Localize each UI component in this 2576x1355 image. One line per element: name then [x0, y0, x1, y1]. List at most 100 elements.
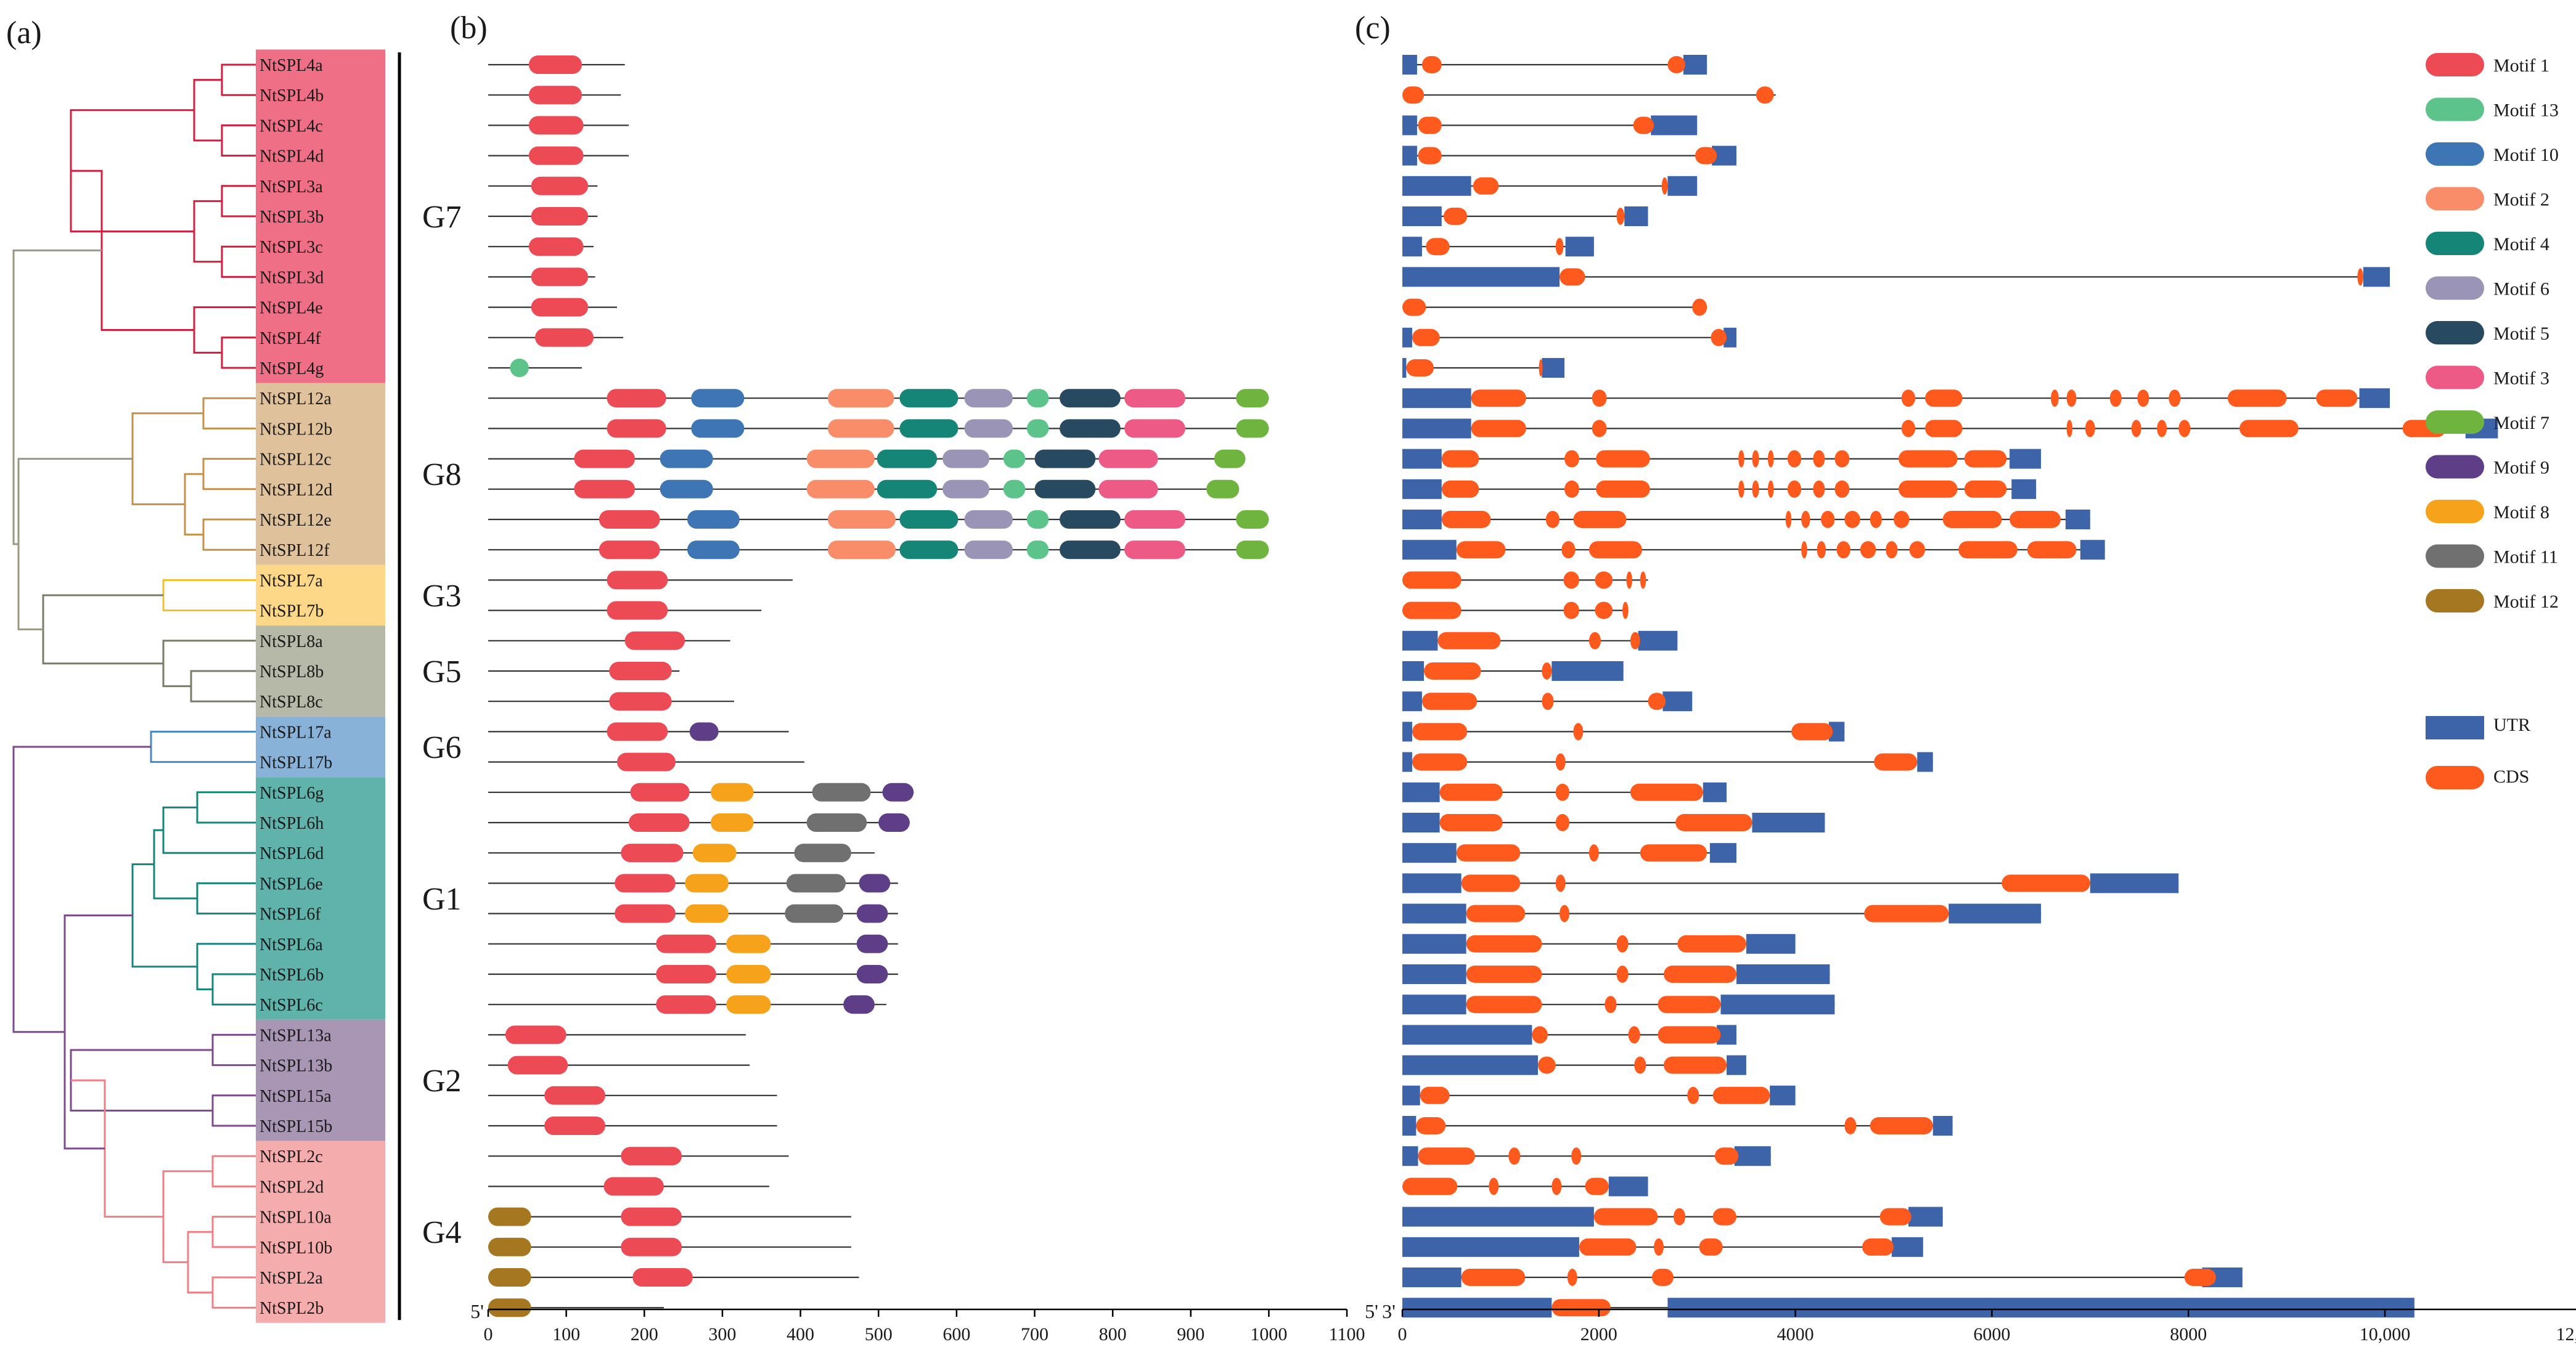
cds-segment: [1640, 844, 1707, 862]
motif-1-box: [607, 722, 668, 741]
utr-segment: [1542, 358, 1565, 378]
utr-segment: [1402, 995, 1466, 1015]
tree-branch: [202, 397, 256, 429]
tree-branch: [211, 973, 256, 1006]
legend-motif-label: Motif 13: [2493, 100, 2559, 121]
utr-segment: [1402, 843, 1457, 863]
cds-segment: [1421, 56, 1442, 73]
axis-b-left-end: 5': [470, 1300, 484, 1322]
motif-4-box: [899, 419, 959, 438]
cds-segment: [1879, 1208, 1912, 1226]
motif-9-box: [843, 995, 875, 1014]
cds-segment: [1787, 450, 1802, 468]
motif-5-box: [1060, 540, 1121, 559]
legend-motif-label: Motif 8: [2493, 502, 2549, 523]
motif-12-box: [488, 1237, 531, 1256]
motif-2-box: [806, 449, 875, 468]
gene-label: NtSPL17a: [260, 723, 332, 742]
tree-branch: [202, 518, 256, 551]
utr-segment: [1402, 479, 1442, 499]
cds-segment: [1437, 632, 1501, 649]
motif-1-box: [630, 783, 690, 802]
cds-segment: [2066, 389, 2077, 407]
cds-segment: [1658, 996, 1721, 1014]
cds-segment: [1616, 966, 1629, 983]
gene-label: NtSPL4b: [260, 86, 324, 105]
gene-label: NtSPL10b: [260, 1239, 332, 1258]
cds-segment: [1545, 511, 1560, 528]
motif-4-box: [877, 449, 938, 468]
motif-1-box: [607, 601, 668, 620]
axis-b-tick-label: 800: [1099, 1324, 1127, 1345]
legend-motif-4-swatch: [2426, 232, 2484, 255]
cds-segment: [1874, 753, 1918, 771]
legend-utr-label: UTR: [2493, 715, 2530, 735]
cds-segment: [1898, 480, 1958, 498]
cds-segment: [1630, 632, 1640, 649]
group-annotations: G7 G8 G3 G5 G6 G1 G2 G4: [398, 52, 462, 1320]
cds-segment: [1801, 541, 1807, 559]
cds-segment: [1439, 783, 1503, 801]
legend-motif-12-swatch: [2426, 589, 2484, 612]
cds-segment: [1658, 1026, 1721, 1044]
cds-segment: [2085, 420, 2095, 437]
legend-motif-11-swatch: [2426, 544, 2484, 568]
panel-label-c: (c): [1355, 10, 1391, 46]
motif-1-box: [528, 116, 584, 135]
motif-13-box: [1026, 510, 1049, 529]
utr-segment: [1932, 1116, 1953, 1136]
tree-branch: [202, 458, 256, 490]
cds-segment: [1640, 571, 1646, 589]
axis-b-tick-label: 500: [865, 1324, 893, 1345]
gene-label: NtSPL3c: [260, 238, 323, 257]
axis-c-tick-label: 0: [1398, 1324, 1407, 1345]
legend-motif-9-swatch: [2426, 455, 2484, 479]
cds-segment: [1738, 480, 1744, 498]
motif-13-box: [1026, 419, 1049, 438]
utr-segment: [1638, 630, 1678, 651]
utr-segment: [1402, 1206, 1594, 1227]
cds-segment: [2227, 389, 2287, 407]
motif-1-box: [607, 571, 668, 590]
motif-10-box: [691, 389, 745, 408]
utr-segment: [1402, 873, 1462, 893]
cds-segment: [1699, 1238, 1723, 1256]
group-name: G6: [422, 730, 462, 765]
gene-label: NtSPL12d: [260, 481, 332, 500]
cds-segment: [1661, 177, 1668, 195]
motif-12-box: [488, 1207, 531, 1226]
gene-label: NtSPL6a: [260, 935, 323, 954]
motif-2-box: [827, 419, 894, 438]
cds-segment: [1817, 541, 1826, 559]
motif-9-box: [689, 722, 719, 741]
cds-segment: [1738, 450, 1744, 468]
tree-branch: [153, 829, 197, 900]
motif-6-box: [964, 510, 1013, 529]
cds-segment: [1579, 1238, 1637, 1256]
cds-segment: [1555, 814, 1569, 831]
tree-branch: [221, 185, 256, 218]
gene-label: NtSPL6e: [260, 874, 323, 893]
cds-segment: [1628, 1026, 1640, 1044]
cds-segment: [1552, 1178, 1562, 1195]
cds-segment: [1942, 511, 2002, 528]
cds-segment: [1426, 238, 1450, 256]
gene-label: NtSPL7a: [260, 571, 323, 590]
cds-segment: [2169, 389, 2181, 407]
cds-segment: [1901, 389, 1916, 407]
cds-segment: [1870, 1117, 1933, 1134]
utr-segment: [1770, 1085, 1796, 1105]
utr-segment: [1723, 327, 1736, 348]
motif-6-box: [964, 389, 1013, 408]
legend-motif-2-swatch: [2426, 187, 2484, 211]
motif-1-box: [544, 1117, 605, 1135]
cds-segment: [2157, 420, 2167, 437]
motif-8-box: [692, 844, 737, 863]
gene-label: NtSPL6d: [260, 844, 324, 863]
legend-motif-label: Motif 4: [2493, 234, 2549, 254]
panel-label-a: (a): [6, 15, 42, 51]
cds-segment: [1564, 450, 1579, 468]
group-label-bg: [256, 625, 385, 717]
gene-label: NtSPL4a: [260, 56, 323, 75]
